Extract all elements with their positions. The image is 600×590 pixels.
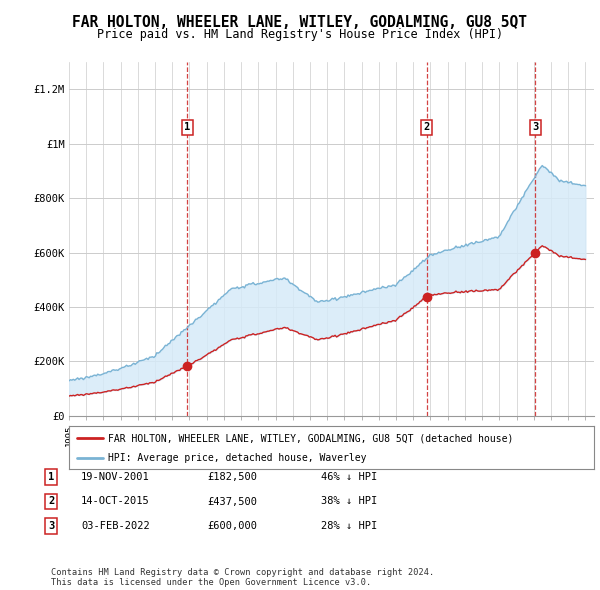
Text: 03-FEB-2022: 03-FEB-2022 [81, 522, 150, 531]
Text: HPI: Average price, detached house, Waverley: HPI: Average price, detached house, Wave… [109, 453, 367, 463]
Text: FAR HOLTON, WHEELER LANE, WITLEY, GODALMING, GU8 5QT (detached house): FAR HOLTON, WHEELER LANE, WITLEY, GODALM… [109, 433, 514, 443]
Text: 14-OCT-2015: 14-OCT-2015 [81, 497, 150, 506]
Text: £182,500: £182,500 [207, 472, 257, 481]
Text: £600,000: £600,000 [207, 522, 257, 531]
Text: Price paid vs. HM Land Registry's House Price Index (HPI): Price paid vs. HM Land Registry's House … [97, 28, 503, 41]
Text: 3: 3 [532, 122, 538, 132]
Text: 46% ↓ HPI: 46% ↓ HPI [321, 472, 377, 481]
Text: 19-NOV-2001: 19-NOV-2001 [81, 472, 150, 481]
Text: 3: 3 [48, 522, 54, 531]
Text: 2: 2 [48, 497, 54, 506]
Text: 38% ↓ HPI: 38% ↓ HPI [321, 497, 377, 506]
Text: 1: 1 [184, 122, 191, 132]
Text: FAR HOLTON, WHEELER LANE, WITLEY, GODALMING, GU8 5QT: FAR HOLTON, WHEELER LANE, WITLEY, GODALM… [73, 15, 527, 30]
Text: £437,500: £437,500 [207, 497, 257, 506]
Text: 2: 2 [424, 122, 430, 132]
Text: Contains HM Land Registry data © Crown copyright and database right 2024.: Contains HM Land Registry data © Crown c… [51, 568, 434, 577]
Text: This data is licensed under the Open Government Licence v3.0.: This data is licensed under the Open Gov… [51, 578, 371, 587]
Text: 28% ↓ HPI: 28% ↓ HPI [321, 522, 377, 531]
Text: 1: 1 [48, 472, 54, 481]
